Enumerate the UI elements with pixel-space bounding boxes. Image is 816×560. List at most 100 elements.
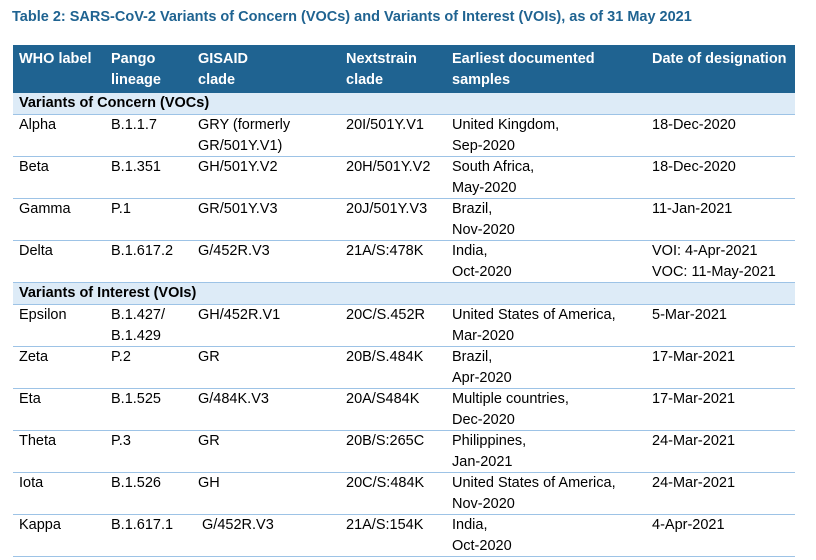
cell-earliest-samples: United Kingdom, Sep-2020: [446, 114, 646, 157]
header-pango-lineage: Pango lineage: [105, 46, 192, 94]
cell-who-label: Epsilon: [13, 304, 105, 347]
cell-earliest-samples: Multiple countries, Dec-2020: [446, 388, 646, 431]
cell-line: P.3: [111, 433, 131, 449]
header-samples-line-1: Earliest documented: [452, 51, 595, 67]
cell-nextstrain-clade: 21A/S:154K: [324, 514, 446, 557]
cell-line: Apr-2020: [452, 369, 512, 386]
header-date-of-designation: Date of designation: [652, 51, 787, 67]
cell-pango-lineage: P.1: [105, 198, 192, 241]
cell-line: India,: [452, 243, 488, 259]
header-gisaid-line-2: clade: [198, 71, 236, 88]
table-row: Epsilon B.1.427/B.1.429 GH/452R.V1 20C/S.45…: [13, 304, 795, 347]
cell-gisaid-clade: GRY (formerly GR/501Y.V1): [192, 114, 324, 157]
cell-date-of-designation: 18-Dec-2020: [646, 114, 795, 157]
cell-gisaid-clade: G/484K.V3: [192, 388, 324, 431]
cell-line: Oct-2020: [452, 263, 512, 280]
cell-gisaid-clade: GH: [192, 472, 324, 515]
cell-line: United States of America,: [452, 475, 616, 491]
cell-line: Sep-2020: [452, 137, 515, 154]
cell-line: Nov-2020: [452, 221, 515, 238]
cell-pango-lineage: B.1.526: [105, 472, 192, 515]
cell-pango-lineage: B.1.617.2: [105, 240, 192, 283]
cell-date-of-designation: 24-Mar-2021: [646, 472, 795, 515]
cell-line: GRY (formerly: [198, 117, 291, 133]
cell-line: VOI: 4-Apr-2021: [652, 243, 758, 259]
cell-date-of-designation: 17-Mar-2021: [646, 388, 795, 431]
cell-date-of-designation: 18-Dec-2020: [646, 156, 795, 199]
cell-date-of-designation: 4-Apr-2021: [646, 514, 795, 557]
cell-line: VOC: 11-May-2021: [652, 263, 776, 280]
cell-pango-lineage: B.1.617.1: [105, 514, 192, 557]
cell-line: Jan-2021: [452, 453, 513, 470]
cell-nextstrain-clade: 20J/501Y.V3: [324, 198, 446, 241]
variants-table: WHO label Pango lineage GISAID clade Nex…: [13, 45, 795, 557]
header-nextstrain-line-2: clade: [346, 71, 384, 88]
cell-line: P.2: [111, 349, 131, 365]
table-row: Kappa B.1.617.1 G/452R.V3 21A/S:154K India,…: [13, 514, 795, 557]
cell-line: 18-Dec-2020: [652, 159, 736, 175]
header-who-label: WHO label: [19, 51, 92, 67]
cell-earliest-samples: India, Oct-2020: [446, 240, 646, 283]
cell-line: G/452R.V3: [198, 517, 274, 533]
section-title: Variants of Concern (VOCs): [13, 93, 795, 115]
header-earliest-samples: Earliest documented samples: [446, 46, 646, 94]
cell-nextstrain-clade: 20B/S.484K: [324, 346, 446, 389]
table-row: Gamma P.1 GR/501Y.V3 20J/501Y.V3 Brazil, Nov-…: [13, 198, 795, 241]
cell-line: P.1: [111, 201, 131, 217]
cell-earliest-samples: Brazil, Apr-2020: [446, 346, 646, 389]
header-samples-line-2: samples: [452, 71, 511, 88]
cell-nextstrain-clade: 20B/S:265C: [324, 430, 446, 473]
cell-line: United Kingdom,: [452, 117, 560, 133]
cell-pango-lineage: P.2: [105, 346, 192, 389]
cell-line: 17-Mar-2021: [652, 349, 736, 365]
cell-date-of-designation: 5-Mar-2021: [646, 304, 795, 347]
cell-nextstrain-clade: 21A/S:478K: [324, 240, 446, 283]
cell-line: Brazil,: [452, 349, 493, 365]
header-pango-line-2: lineage: [111, 71, 161, 88]
cell-who-label: Zeta: [13, 346, 105, 389]
header-row: WHO label Pango lineage GISAID clade Nex…: [13, 45, 795, 94]
cell-nextstrain-clade: 20C/S.452R: [324, 304, 446, 347]
cell-line: Oct-2020: [452, 537, 512, 554]
table-row: Delta B.1.617.2 G/452R.V3 21A/S:478K India, O…: [13, 240, 795, 283]
cell-line: B.1.1.7: [111, 117, 157, 133]
cell-gisaid-clade: GR/501Y.V3: [192, 198, 324, 241]
cell-earliest-samples: Philippines, Jan-2021: [446, 430, 646, 473]
cell-date-of-designation: 17-Mar-2021: [646, 346, 795, 389]
cell-pango-lineage: P.3: [105, 430, 192, 473]
table-row: Beta B.1.351 GH/501Y.V2 20H/501Y.V2 South Af…: [13, 156, 795, 199]
section-title: Variants of Interest (VOIs): [13, 282, 795, 305]
cell-line: GR/501Y.V1): [198, 137, 283, 154]
cell-line: United States of America,: [452, 307, 616, 323]
cell-line: Mar-2020: [452, 327, 515, 344]
cell-gisaid-clade: GR: [192, 430, 324, 473]
table-header: WHO label Pango lineage GISAID clade Nex…: [13, 45, 795, 94]
header-nextstrain-line-1: Nextstrain: [346, 51, 417, 67]
cell-line: Brazil,: [452, 201, 493, 217]
cell-gisaid-clade: GH/501Y.V2: [192, 156, 324, 199]
cell-line: GR/501Y.V3: [198, 201, 278, 217]
table-body: Variants of Concern (VOCs) Alpha B.1.1.7 GR…: [13, 93, 795, 557]
cell-line: B.1.351: [111, 159, 161, 175]
cell-earliest-samples: Brazil, Nov-2020: [446, 198, 646, 241]
table-row: Alpha B.1.1.7 GRY (formerly GR/501Y.V1) 20I/…: [13, 114, 795, 157]
header-pango-line-1: Pango: [111, 51, 156, 67]
cell-earliest-samples: United States of America, Mar-2020: [446, 304, 646, 347]
cell-line: B.1.617.2: [111, 243, 174, 259]
cell-line: B.1.526: [111, 475, 161, 491]
cell-line: India,: [452, 517, 488, 533]
cell-earliest-samples: United States of America, Nov-2020: [446, 472, 646, 515]
section-header-row: Variants of Interest (VOIs): [13, 282, 795, 305]
cell-pango-lineage: B.1.351: [105, 156, 192, 199]
cell-who-label: Iota: [13, 472, 105, 515]
table-row: Eta B.1.525 G/484K.V3 20A/S484K Multiple cou…: [13, 388, 795, 431]
cell-line: 24-Mar-2021: [652, 433, 736, 449]
header-nextstrain-clade: Nextstrain clade: [324, 46, 446, 94]
cell-line: G/484K.V3: [198, 391, 269, 407]
cell-who-label: Theta: [13, 430, 105, 473]
cell-line: Multiple countries,: [452, 391, 569, 407]
cell-date-of-designation: VOI: 4-Apr-2021 VOC: 11-May-2021: [646, 240, 795, 283]
cell-line: B.1.617.1: [111, 517, 174, 533]
cell-gisaid-clade: G/452R.V3: [192, 514, 324, 557]
cell-who-label: Alpha: [13, 114, 105, 157]
